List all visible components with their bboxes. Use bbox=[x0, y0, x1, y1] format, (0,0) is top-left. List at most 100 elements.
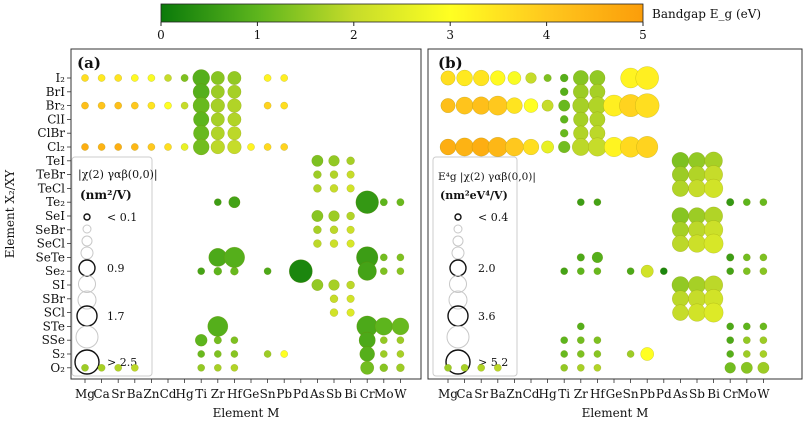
data-point-Zr-S₂ bbox=[213, 350, 222, 358]
data-point-Hf-Te₂ bbox=[593, 198, 602, 207]
panel-b-label: (b) bbox=[438, 54, 463, 72]
legend-circles bbox=[74, 213, 100, 375]
data-point-Mg-Cl₂ bbox=[439, 138, 457, 156]
data-point-Zr-STe bbox=[207, 316, 229, 337]
data-point-Bi-SBr bbox=[346, 294, 355, 303]
x-tick-label: Ba bbox=[127, 387, 143, 401]
data-point-Pb-Cl₂ bbox=[280, 143, 289, 151]
data-point-W-SeTe bbox=[759, 253, 768, 262]
x-tick-label: Bi bbox=[707, 387, 720, 401]
data-point-W-S₂ bbox=[759, 350, 768, 358]
legend-unit: (nm²eV⁴/V) bbox=[440, 189, 508, 202]
x-tick-label: Cd bbox=[523, 387, 540, 401]
data-point-Mo-S₂ bbox=[379, 350, 388, 358]
legend-marker bbox=[80, 246, 94, 260]
y-tick-label: BrI bbox=[46, 85, 66, 99]
x-tick-label: Zn bbox=[506, 387, 522, 401]
data-point-W-Se₂ bbox=[396, 267, 405, 276]
data-point-Sb-SI bbox=[328, 279, 340, 291]
data-point-Zr-ClBr bbox=[210, 126, 225, 141]
data-point-Ca-O₂ bbox=[97, 363, 106, 372]
data-point-Mo-SSe bbox=[742, 336, 751, 345]
data-point-Bi-SeCl bbox=[346, 239, 355, 248]
data-point-Zr-Se₂ bbox=[213, 266, 223, 276]
data-point-Hf-SeTe bbox=[223, 246, 245, 268]
data-point-As-TeCl bbox=[671, 179, 689, 197]
data-point-Mg-O₂ bbox=[444, 363, 452, 372]
data-point-Zr-O₂ bbox=[576, 363, 585, 372]
data-point-Sr-O₂ bbox=[477, 363, 486, 372]
data-point-Ti-Br₂ bbox=[192, 97, 210, 115]
data-point-Pd-Se₂ bbox=[288, 259, 313, 284]
data-point-Hg-Cl₂ bbox=[180, 143, 189, 151]
x-tick-label: W bbox=[757, 387, 770, 401]
x-tick-label: Ti bbox=[195, 387, 207, 401]
data-point-Ti-ClI bbox=[559, 115, 569, 124]
data-point-Sb-SeI bbox=[328, 210, 340, 222]
data-point-Hg-I₂ bbox=[180, 74, 189, 82]
data-point-Bi-SeCl bbox=[703, 233, 724, 254]
data-point-Mo-SSe bbox=[379, 336, 388, 345]
data-point-Mg-Br₂ bbox=[440, 98, 456, 114]
panel-a-legend: |χ(2) γαβ(0,0)| (nm²/V) < 0.1 0.9 1.7 > … bbox=[71, 156, 158, 377]
data-point-Mo-SeTe bbox=[379, 253, 388, 262]
data-point-Pb-Se₂ bbox=[640, 264, 654, 278]
data-point-Hg-Br₂ bbox=[541, 99, 554, 112]
x-tick-label: W bbox=[394, 387, 407, 401]
x-tick-label: Mo bbox=[374, 387, 394, 401]
x-tick-label: Mg bbox=[75, 387, 95, 401]
y-tick-label: SeTe bbox=[36, 250, 66, 264]
data-point-Ba-Br₂ bbox=[487, 95, 508, 116]
data-point-Ca-Cl₂ bbox=[97, 143, 106, 151]
data-point-Cr-O₂ bbox=[724, 362, 736, 374]
panel-a-x-axis-title: Element M bbox=[213, 406, 280, 420]
data-point-Zr-BrI bbox=[572, 83, 589, 100]
data-point-Hf-BrI bbox=[227, 84, 242, 99]
x-tick-label: Mg bbox=[438, 387, 458, 401]
data-point-W-SSe bbox=[396, 336, 405, 345]
y-tick-label: SCl bbox=[44, 306, 65, 320]
legend-entry: 2.0 bbox=[478, 262, 496, 275]
data-point-Pb-Br₂ bbox=[634, 93, 660, 118]
data-point-Sn-Br₂ bbox=[263, 101, 272, 110]
data-point-Mo-O₂ bbox=[379, 363, 389, 373]
legend-marker bbox=[452, 235, 464, 247]
x-tick-label: Sb bbox=[326, 387, 342, 401]
data-point-Ti-S₂ bbox=[560, 350, 569, 358]
legend-marker bbox=[81, 235, 93, 247]
data-point-Zr-SeTe bbox=[576, 253, 585, 262]
x-tick-label: Cr bbox=[723, 387, 738, 401]
data-point-Zr-I₂ bbox=[210, 71, 225, 85]
data-point-Zr-Cl₂ bbox=[571, 138, 590, 156]
data-point-Mo-STe bbox=[742, 322, 751, 331]
data-point-Ca-Br₂ bbox=[455, 96, 474, 115]
data-point-Zr-BrI bbox=[210, 84, 225, 99]
legend-marker bbox=[445, 349, 471, 375]
data-point-Zr-I₂ bbox=[572, 70, 589, 86]
legend-marker bbox=[454, 213, 462, 221]
data-point-Cd-Br₂ bbox=[523, 98, 539, 113]
legend-marker bbox=[448, 290, 468, 310]
data-point-Hf-I₂ bbox=[589, 70, 606, 86]
data-point-Pb-I₂ bbox=[635, 66, 659, 90]
data-point-W-SeTe bbox=[396, 253, 405, 262]
legend-entry: < 0.1 bbox=[107, 211, 137, 224]
data-point-W-SSe bbox=[759, 336, 768, 345]
data-point-Mg-Br₂ bbox=[81, 101, 89, 110]
data-point-Sn-S₂ bbox=[626, 350, 635, 358]
x-tick-label: Sb bbox=[689, 387, 705, 401]
data-point-Hf-Te₂ bbox=[228, 196, 241, 209]
data-point-W-Te₂ bbox=[396, 198, 405, 207]
legend-box bbox=[432, 156, 518, 377]
data-point-Pd-Se₂ bbox=[659, 267, 668, 276]
data-point-Hf-Se₂ bbox=[230, 266, 239, 276]
y-tick-label: SBr bbox=[42, 292, 65, 306]
x-tick-label: Ba bbox=[490, 387, 506, 401]
legend-circles bbox=[445, 213, 471, 375]
data-point-Cr-SSe bbox=[726, 336, 735, 345]
panel-b: (b) E⁴g |χ(2) γαβ(0,0)| (nm²eV⁴/V) < 0.4… bbox=[427, 48, 803, 420]
data-point-Sb-TeCl bbox=[329, 184, 339, 193]
x-tick-label: Ge bbox=[606, 387, 623, 401]
panel-a-y-ticks: I₂BrIBr₂ClIClBrCl₂TeITeBrTeClTe₂SeISeBrS… bbox=[35, 71, 71, 375]
